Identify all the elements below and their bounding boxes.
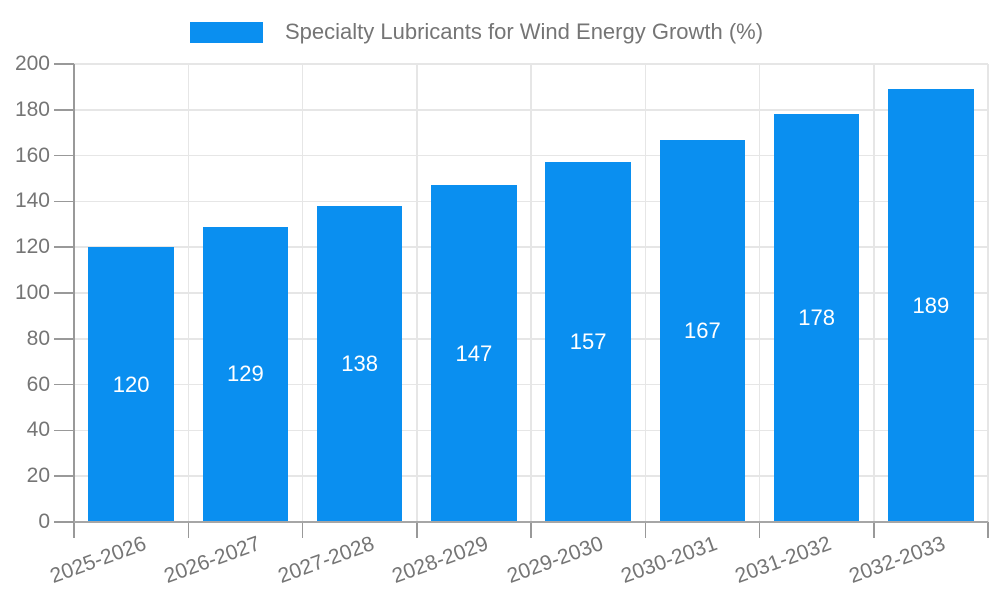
- y-tick-mark: [54, 246, 74, 248]
- x-tick-label: 2032-2033: [846, 532, 949, 588]
- x-tick-mark: [187, 522, 189, 538]
- x-tick-mark: [644, 522, 646, 538]
- y-tick-label: 20: [26, 464, 50, 488]
- x-tick-mark: [416, 522, 418, 538]
- bar: 167: [659, 139, 746, 522]
- y-tick-label: 160: [14, 143, 50, 167]
- y-axis-labels: 0 20 40 60 80 100 120 140 160 180 200: [0, 52, 50, 533]
- y-axis-line: [73, 64, 75, 538]
- plot-area: 120 129 138 147 157 167 178 189: [54, 63, 989, 538]
- bar-value-label: 129: [227, 361, 264, 387]
- x-tick-mark: [530, 522, 532, 538]
- bar: 157: [545, 162, 631, 522]
- v-gridline: [987, 64, 989, 522]
- bar-value-label: 138: [341, 350, 378, 376]
- bar-value-label: 120: [112, 371, 150, 397]
- x-tick-label: 2027-2028: [275, 532, 378, 588]
- y-tick-label: 100: [14, 281, 50, 304]
- v-gridline: [187, 64, 189, 522]
- x-tick-label: 2029-2030: [503, 532, 606, 588]
- bar-value-label: 189: [912, 292, 950, 318]
- y-tick-mark: [54, 383, 74, 386]
- y-tick-mark: [54, 292, 74, 294]
- legend-swatch: [190, 22, 263, 43]
- y-tick-mark: [54, 200, 74, 203]
- x-tick-mark: [301, 522, 304, 538]
- v-gridline: [416, 64, 418, 522]
- y-tick-label: 60: [26, 372, 50, 396]
- x-tick-label: 2028-2029: [389, 532, 492, 588]
- bar: 178: [773, 114, 860, 522]
- x-tick-mark: [987, 522, 989, 538]
- y-tick-mark: [54, 475, 74, 477]
- x-tick-label: 2030-2031: [617, 532, 721, 588]
- y-tick-label: 140: [14, 189, 50, 213]
- y-tick-mark: [54, 109, 74, 111]
- v-gridline: [873, 64, 875, 522]
- y-tick-label: 200: [14, 52, 50, 75]
- x-axis-labels: 2025-2026 2026-2027 2027-2028 2028-2029 2029…: [47, 530, 988, 600]
- x-axis-line: [74, 521, 988, 523]
- y-tick-mark: [54, 63, 74, 65]
- bar: 189: [888, 89, 974, 522]
- bar-value-label: 147: [455, 340, 493, 366]
- bar: 147: [431, 185, 517, 522]
- bar-value-label: 178: [798, 305, 835, 331]
- y-tick-label: 120: [14, 235, 50, 259]
- v-gridline: [758, 64, 761, 522]
- bar-value-label: 157: [569, 329, 607, 355]
- y-tick-mark: [54, 429, 74, 432]
- y-tick-mark: [54, 154, 74, 157]
- y-tick-mark: [54, 521, 74, 523]
- v-gridline: [644, 64, 646, 522]
- y-tick-label: 0: [38, 510, 50, 533]
- v-gridline: [301, 64, 304, 522]
- y-tick-label: 180: [14, 97, 50, 121]
- bar: 129: [202, 226, 289, 522]
- x-tick-label: 2031-2032: [732, 532, 835, 588]
- bar-value-label: 167: [684, 317, 721, 343]
- bar: 120: [88, 247, 174, 522]
- x-tick-mark: [758, 522, 761, 538]
- y-tick-mark: [54, 338, 74, 340]
- y-tick-label: 40: [26, 418, 50, 442]
- x-tick-label: 2025-2026: [46, 532, 149, 588]
- y-tick-label: 80: [26, 326, 50, 350]
- x-tick-label: 2026-2027: [160, 532, 264, 588]
- legend-label: Specialty Lubricants for Wind Energy Gro…: [285, 19, 764, 44]
- bar: 138: [316, 205, 403, 522]
- x-tick-mark: [873, 522, 875, 538]
- v-gridline: [530, 64, 532, 522]
